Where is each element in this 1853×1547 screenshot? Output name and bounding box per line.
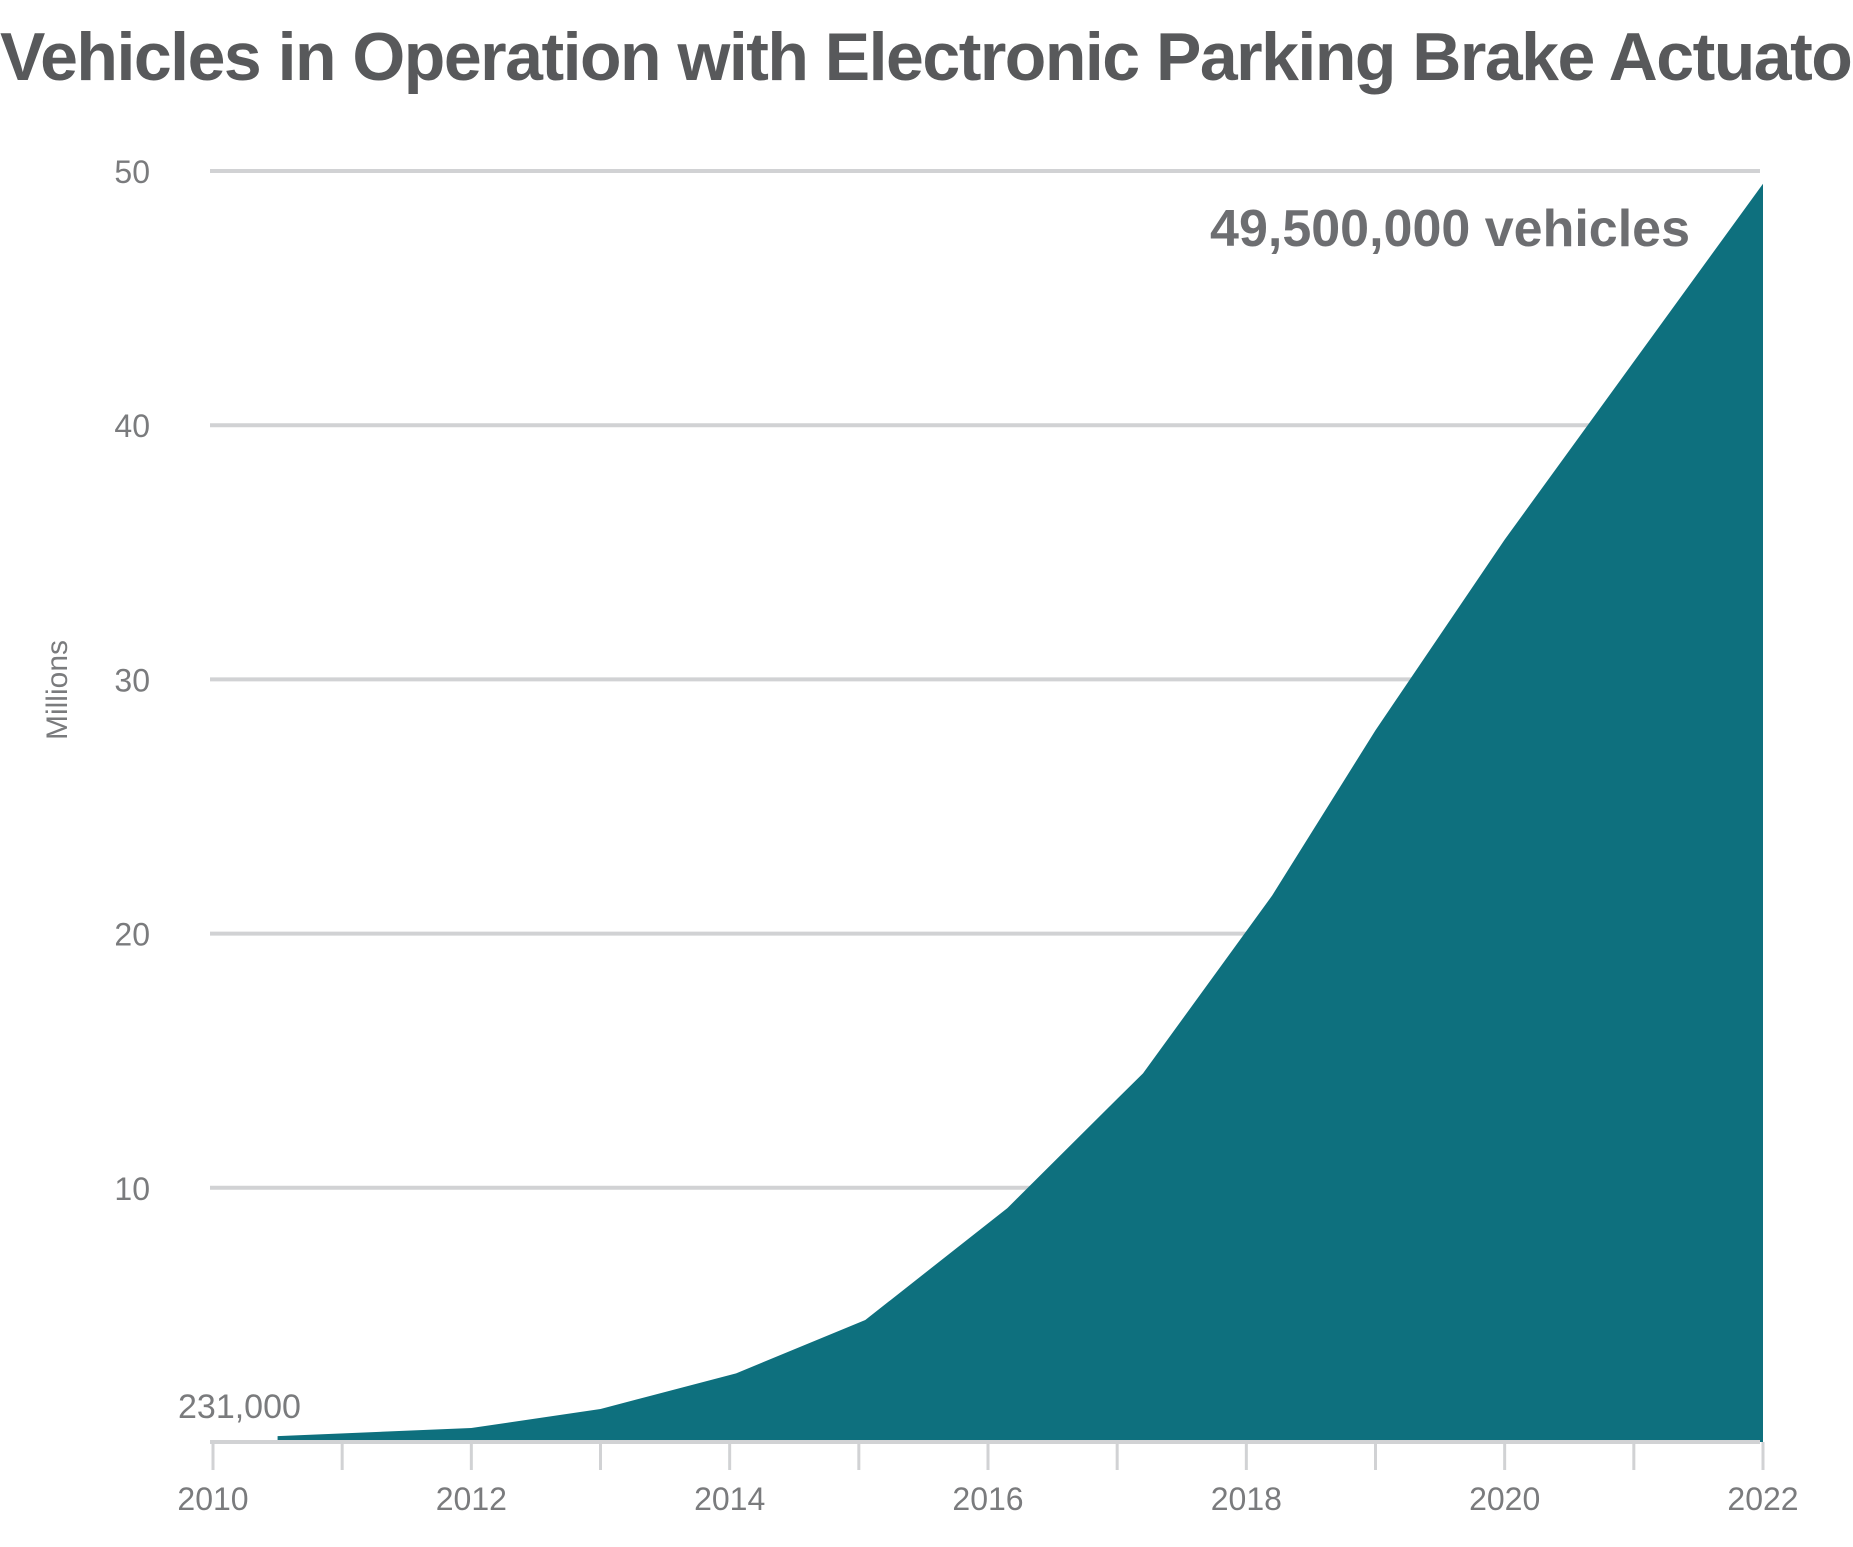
area-series bbox=[277, 183, 1763, 1443]
y-tick-label: 40 bbox=[114, 408, 150, 444]
x-tick-label: 2014 bbox=[694, 1481, 765, 1517]
x-tick-label: 2020 bbox=[1469, 1481, 1540, 1517]
end-value-label: 49,500,000 vehicles bbox=[1210, 200, 1690, 258]
x-axis bbox=[210, 1440, 1765, 1470]
x-tick-label: 2022 bbox=[1727, 1481, 1798, 1517]
y-tick-label: 20 bbox=[114, 917, 150, 953]
x-tick-label: 2012 bbox=[436, 1481, 507, 1517]
y-tick-label: 30 bbox=[114, 662, 150, 698]
start-value-label: 231,000 bbox=[178, 1388, 301, 1426]
x-tick-label: 2010 bbox=[177, 1481, 248, 1517]
x-tick-label: 2016 bbox=[952, 1481, 1023, 1517]
y-tick-label: 10 bbox=[114, 1171, 150, 1207]
x-tick-label: 2018 bbox=[1211, 1481, 1282, 1517]
x-axis-labels: 2010 2012 2014 2016 2018 2020 2022 bbox=[177, 1481, 1798, 1517]
y-axis-label: Millions bbox=[41, 640, 74, 740]
y-tick-label: 50 bbox=[114, 154, 150, 190]
y-axis: 10 20 30 40 50 bbox=[114, 154, 150, 1207]
chart-title: Vehicles in Operation with Electronic Pa… bbox=[0, 19, 1853, 95]
